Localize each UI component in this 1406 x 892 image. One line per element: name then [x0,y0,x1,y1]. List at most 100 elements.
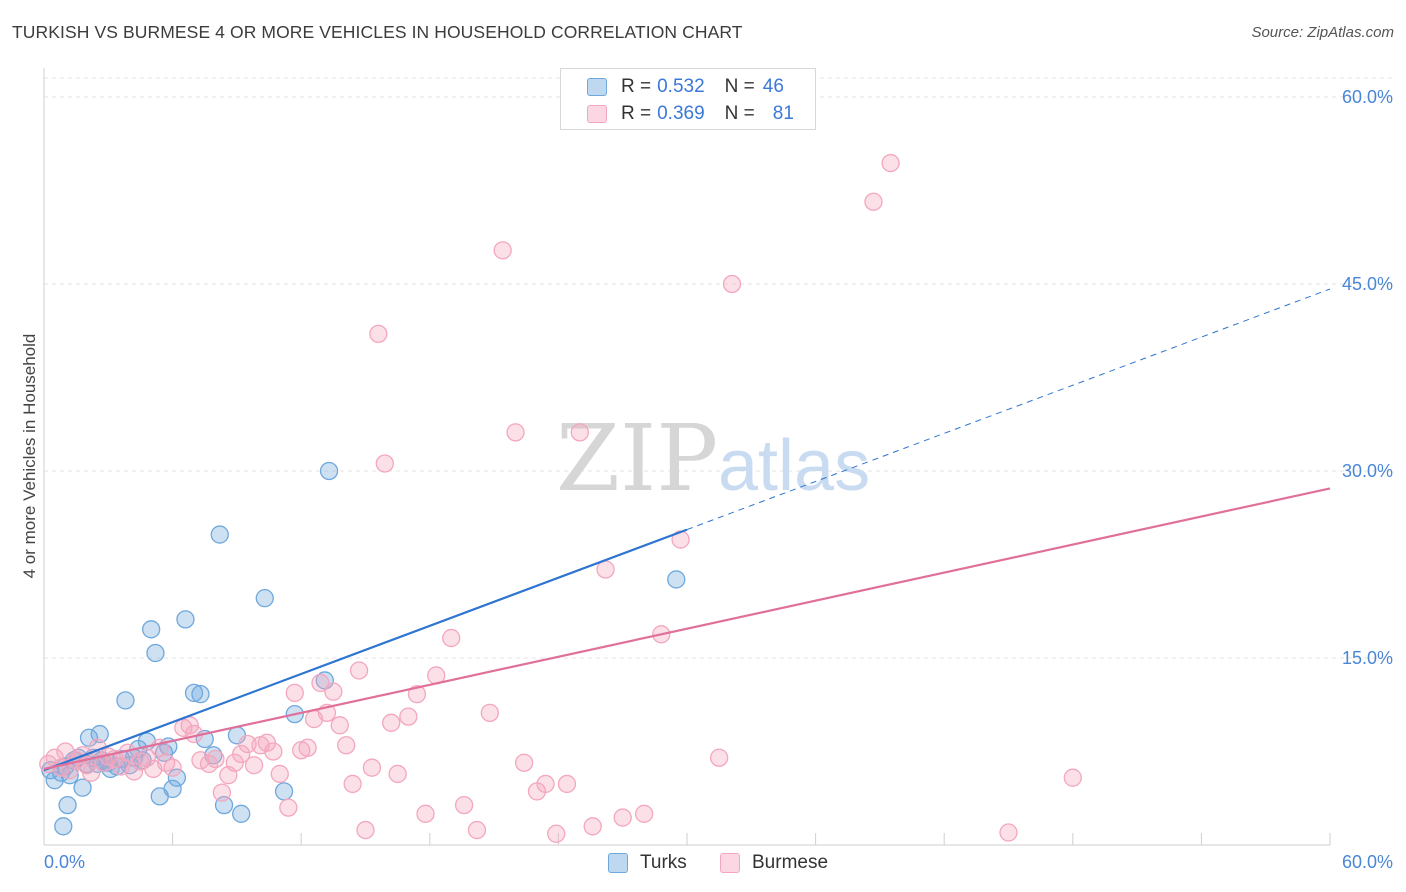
legend-row-burmese: R = 0.369 N = 81 [587,102,794,126]
point-burmese-72 [583,817,602,836]
point-burmese-54 [382,713,401,732]
point-burmese-69 [547,824,566,843]
point-burmese-60 [442,628,461,648]
point-turks-26 [146,643,165,663]
point-burmese-55 [388,764,407,784]
series-label-burmese: Burmese [752,852,829,873]
legend-n-value-turks: 46 [762,76,784,97]
legend-swatch-burmese [587,105,607,123]
point-turks-48 [58,795,77,815]
point-burmese-21 [163,758,182,777]
point-turks-33 [184,683,204,703]
point-burmese-53 [375,454,394,473]
point-turks-42 [274,782,294,801]
legend-n-label-burmese: N = [724,103,755,124]
point-burmese-63 [480,703,499,723]
point-burmese-43 [311,673,330,693]
point-burmese-57 [407,685,427,704]
legend-n-value-burmese: 81 [772,103,794,124]
point-burmese-75 [634,804,654,823]
point-burmese-36 [264,742,283,761]
point-burmese-61 [454,795,474,815]
point-burmese-58 [416,804,435,823]
series-legend: Turks Burmese [0,852,1406,878]
point-turks-32 [176,610,195,629]
point-burmese-45 [324,682,343,701]
legend-n-label-turks: N = [724,76,755,97]
point-burmese-15 [124,762,144,781]
point-burmese-82 [999,823,1018,842]
point-burmese-37 [270,764,289,784]
point-burmese-38 [279,798,298,817]
point-burmese-79 [722,274,742,294]
legend-r-value-turks: 0.532 [657,76,705,97]
point-turks-41 [255,589,274,608]
point-burmese-74 [613,808,632,827]
legend-r-value-burmese: 0.369 [657,103,705,124]
legend-swatch-turks [587,78,607,96]
legend-r-label-turks: R = [621,76,652,97]
point-turks-19 [116,691,135,710]
y-tick-label-3: 60.0% [1342,87,1393,107]
point-burmese-81 [881,153,900,173]
series-swatch-turks [608,853,628,873]
point-burmese-52 [369,324,388,344]
watermark-zip: ZIP [556,405,718,512]
y-tick-label-0: 15.0% [1342,648,1393,668]
point-burmese-80 [864,192,883,211]
chart-title: TURKISH VS BURMESE 4 OR MORE VEHICLES IN… [12,22,743,42]
point-burmese-51 [362,758,382,777]
point-burmese-48 [343,774,362,794]
point-turks-31 [167,768,187,787]
trend-line-turks [43,528,688,772]
point-turks-7 [73,778,92,797]
point-turks-37 [210,525,229,544]
point-burmese-68 [536,774,555,794]
point-burmese-33 [244,756,264,775]
trend-line-extension-turks [686,288,1331,531]
series-legend-burmese[interactable]: Burmese [720,852,828,874]
series-legend-turks[interactable]: Turks [608,852,687,874]
y-tick-label-1: 30.0% [1342,461,1393,481]
point-burmese-17 [137,748,157,767]
point-burmese-65 [506,423,525,442]
point-burmese-46 [330,716,349,735]
point-burmese-8 [82,763,101,782]
trend-line-burmese [43,487,1331,771]
point-burmese-27 [206,749,225,769]
legend-r-label-burmese: R = [621,103,652,124]
point-burmese-78 [710,748,729,767]
point-burmese-64 [493,241,512,260]
point-burmese-41 [298,738,317,757]
point-turks-40 [232,804,251,823]
point-burmese-28 [212,783,232,802]
point-turks-45 [319,461,339,481]
point-burmese-73 [596,560,615,579]
x-tick-label-0: 0.0% [44,852,85,872]
point-burmese-70 [557,774,577,794]
legend-row-turks: R = 0.532 N = 46 [587,75,784,99]
point-burmese-66 [514,753,534,772]
point-turks-46 [667,570,686,589]
point-burmese-50 [356,820,375,840]
watermark-atlas: atlas [718,426,870,506]
point-turks-34 [191,685,210,704]
correlation-legend: R = 0.532 N = 46 R = 0.369 N = 81 [560,68,816,130]
y-tick-label-2: 45.0% [1342,274,1393,294]
series-label-turks: Turks [640,852,687,873]
point-turks-30 [163,779,182,799]
point-burmese-47 [337,736,356,755]
point-burmese-83 [1063,768,1082,787]
point-turks-12 [90,724,109,744]
point-turks-25 [142,620,161,639]
point-turks-47 [54,817,73,836]
x-tick-label-1: 60.0% [1342,852,1393,872]
point-burmese-31 [232,744,251,764]
point-burmese-39 [285,683,304,703]
point-burmese-49 [349,661,369,680]
point-burmese-71 [570,423,589,442]
series-swatch-burmese [720,853,740,873]
point-burmese-62 [467,820,487,840]
chart-source: Source: ZipAtlas.com [1251,24,1394,41]
point-burmese-56 [399,707,418,726]
